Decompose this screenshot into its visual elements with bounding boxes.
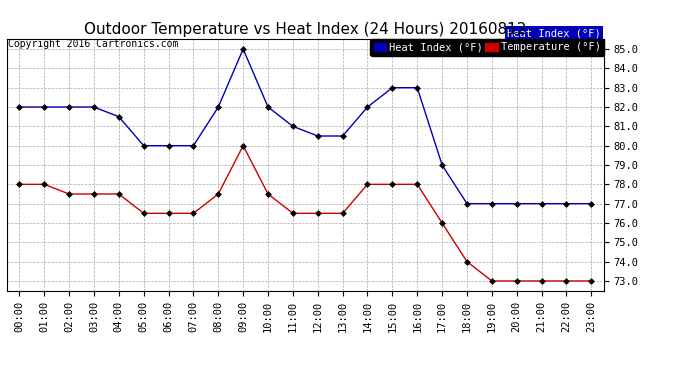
Title: Outdoor Temperature vs Heat Index (24 Hours) 20160812: Outdoor Temperature vs Heat Index (24 Ho… — [84, 22, 526, 37]
Text: Copyright 2016 Cartronics.com: Copyright 2016 Cartronics.com — [8, 39, 179, 49]
Text: Heat Index (°F): Heat Index (°F) — [507, 28, 601, 38]
Legend: Heat Index (°F), Temperature (°F): Heat Index (°F), Temperature (°F) — [371, 39, 604, 56]
